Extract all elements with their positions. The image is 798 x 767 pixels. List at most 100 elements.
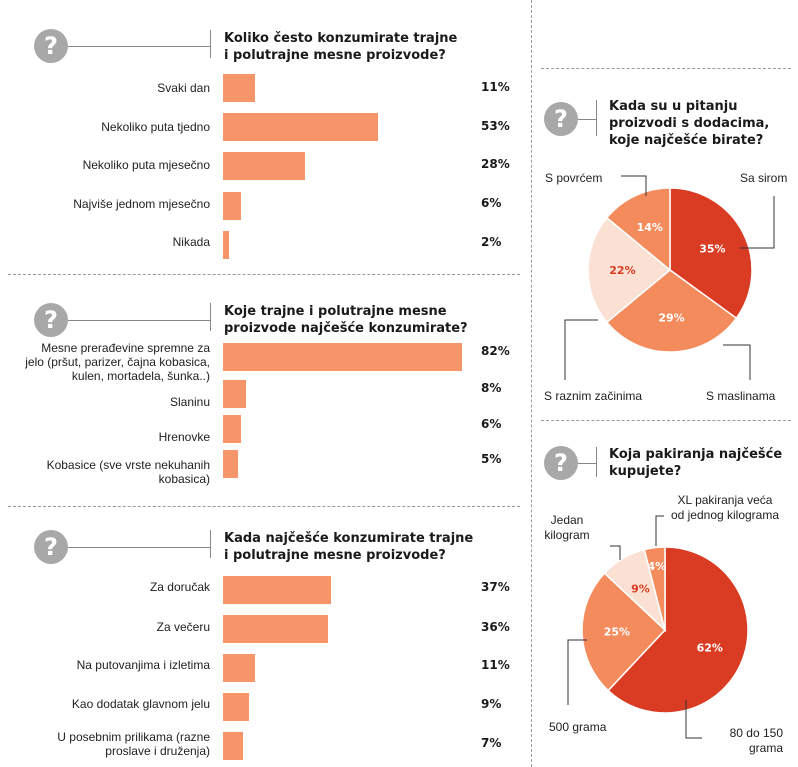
bar-label: Kobasice (sve vrste nekuhanih kobasica): [46, 458, 210, 486]
callout-line: [723, 344, 751, 380]
question-icon: ?: [34, 29, 68, 63]
column-divider: [531, 0, 532, 767]
pie-slice: [607, 546, 749, 714]
question-icon: ?: [34, 303, 68, 337]
pie-label: S povrćem: [545, 171, 602, 185]
bar-label: Najviše jednom mjesečno: [73, 197, 210, 211]
pie-label: Jedan kilogram: [544, 513, 589, 542]
bar-value-label: 53%: [481, 119, 510, 133]
pie-label-line: kilogram: [544, 528, 589, 542]
bar: [223, 113, 378, 141]
bar: [223, 450, 238, 478]
bar: [223, 693, 250, 721]
callout-line: [655, 515, 664, 546]
pie-slice-value-label: 25%: [604, 626, 630, 639]
section-divider: [8, 274, 520, 275]
title-leader: [68, 46, 210, 47]
title-leader: [68, 547, 210, 548]
bar-label: Kao dodatak glavnom jelu: [71, 697, 210, 711]
bar-value-label: 6%: [481, 417, 502, 431]
bar-label: Slaninu: [169, 395, 210, 409]
bar: [223, 654, 256, 682]
pie-slice-value-label: 35%: [699, 242, 725, 255]
pie-label-line: od jednog kilograma: [671, 508, 779, 522]
question-icon: ?: [34, 530, 68, 564]
pie-slice: [587, 216, 672, 324]
bar-value-label: 37%: [481, 580, 510, 594]
pie-label: Sa sirom: [740, 171, 787, 185]
pie-chart-additions: 35% 29% 22% 14%: [587, 187, 753, 353]
pie-slice-value-label: 22%: [609, 264, 635, 277]
pie-label-line: XL pakiranja veća: [678, 493, 773, 507]
bar-value-label: 82%: [481, 344, 510, 358]
pie-label-line: Jedan: [551, 513, 584, 527]
pie-label-line: grama: [749, 741, 783, 755]
chart2-title: Koje trajne i polutrajne mesne proizvode…: [224, 304, 468, 336]
question-icon: ?: [544, 446, 578, 480]
bar: [223, 380, 247, 408]
pie1-title: Kada su u pitanju proizvodi s dodacima, …: [609, 99, 770, 148]
title-leader: [578, 119, 596, 120]
pie-slice: [605, 187, 671, 272]
title-leader: [596, 447, 597, 477]
bar-value-label: 9%: [481, 697, 502, 711]
bar-label: Nekoliko puta mjesečno: [82, 158, 210, 172]
section-divider: [8, 506, 520, 507]
title-leader: [210, 530, 211, 558]
bar: [223, 615, 329, 643]
pie2-callouts: [567, 515, 702, 739]
bar-label: Za večeru: [156, 620, 210, 634]
callout-line: [567, 639, 587, 705]
pie-slice: [605, 269, 738, 353]
bar-label: Za doručak: [149, 580, 210, 594]
pie-label: S maslinama: [706, 389, 776, 403]
bar-label: Na putovanjima i izletima: [76, 658, 210, 672]
bar-value-label: 11%: [481, 80, 510, 94]
pie-slice-value-label: 14%: [637, 221, 663, 234]
callout-line: [564, 319, 598, 380]
callout-line: [621, 175, 647, 196]
bar-label: Svaki dan: [157, 81, 210, 95]
section-divider: [541, 68, 791, 69]
bar: [223, 343, 463, 371]
pie-label-line: 80 do 150: [730, 726, 784, 740]
pie-slice-value-label: 4%: [648, 560, 667, 573]
callout-line: [740, 196, 775, 249]
pie-chart-packaging: 62% 25% 9% 4%: [581, 546, 749, 714]
title-leader: [68, 320, 210, 321]
pie2-title: Koja pakiranja najčešće kupujete?: [609, 447, 783, 479]
question-icon: ?: [544, 102, 578, 136]
pie-slice: [669, 187, 753, 320]
bar-value-label: 28%: [481, 157, 510, 171]
bar: [223, 231, 229, 259]
pie-slice: [643, 546, 666, 631]
bar: [223, 152, 305, 180]
bar-label: Nekoliko puta tjedno: [101, 120, 210, 134]
bar: [223, 192, 241, 220]
pie1-callouts: [564, 175, 775, 380]
pie-slice-value-label: 62%: [697, 642, 723, 655]
pie-slice-value-label: 29%: [658, 312, 684, 325]
bar: [223, 732, 244, 760]
bar-label: Hrenovke: [158, 430, 210, 444]
title-leader: [596, 100, 597, 136]
pie-slice-value-label: 9%: [631, 583, 650, 596]
bar-label: Nikada: [172, 235, 210, 249]
title-leader: [210, 30, 211, 58]
bar-label: U posebnim prilikama (razne proslave i d…: [57, 730, 210, 758]
title-leader: [210, 303, 211, 331]
bar-value-label: 5%: [481, 452, 502, 466]
bar-value-label: 2%: [481, 235, 502, 249]
bar-value-label: 36%: [481, 620, 510, 634]
bar: [223, 74, 256, 102]
callout-line: [685, 700, 702, 739]
pie-label: S raznim začinima: [544, 389, 642, 403]
bar-label: Mesne prerađevine spremne za jelo (pršut…: [25, 341, 210, 383]
callout-line: [610, 545, 621, 560]
bar-value-label: 11%: [481, 658, 510, 672]
bar: [223, 415, 241, 443]
chart1-title: Koliko često konzumirate trajne i polutr…: [224, 31, 458, 63]
section-divider: [541, 420, 791, 421]
bar-value-label: 6%: [481, 196, 502, 210]
pie-label: XL pakiranja veća od jednog kilograma: [671, 493, 779, 522]
